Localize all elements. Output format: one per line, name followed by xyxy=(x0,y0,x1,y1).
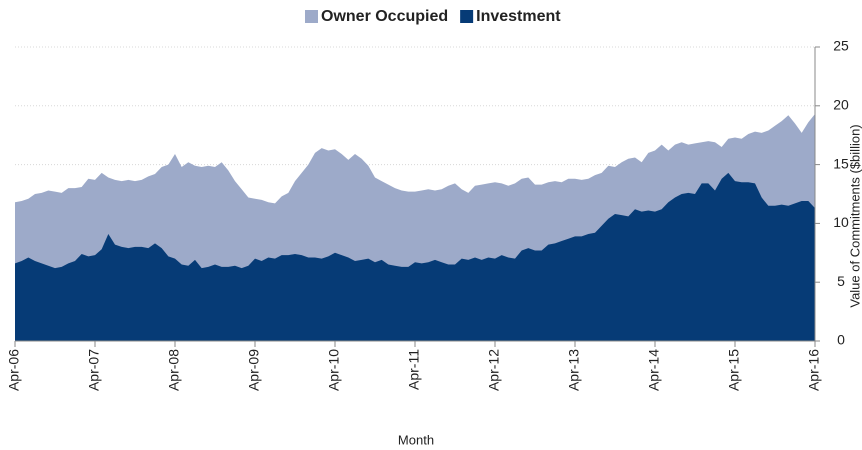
x-tick-label: Apr-11 xyxy=(406,349,422,390)
x-axis-label: Month xyxy=(398,432,434,447)
y-tick-label: 5 xyxy=(837,273,845,289)
x-tick-label: Apr-06 xyxy=(6,349,22,391)
legend-swatch xyxy=(305,10,318,23)
x-tick-label: Apr-13 xyxy=(566,349,582,391)
x-tick-label: Apr-09 xyxy=(246,349,262,391)
x-tick-label: Apr-07 xyxy=(86,349,102,391)
x-tick-label: Apr-10 xyxy=(326,349,342,391)
y-axis-label: Value of Commitments ($billion) xyxy=(847,124,862,307)
y-tick-label: 25 xyxy=(833,38,849,54)
legend-label: Investment xyxy=(476,8,561,25)
y-tick-label: 0 xyxy=(837,332,845,348)
x-tick-label: Apr-14 xyxy=(646,349,662,391)
y-tick-label: 20 xyxy=(833,97,849,113)
legend-label: Owner Occupied xyxy=(321,8,448,25)
legend-swatch xyxy=(460,10,474,23)
area xyxy=(15,172,815,341)
x-tick-label: Apr-12 xyxy=(486,349,502,391)
y-tick-label: 15 xyxy=(833,155,849,171)
y-tick-label: 10 xyxy=(833,214,849,230)
x-tick-label: Apr-15 xyxy=(726,349,742,391)
x-tick-label: Apr-16 xyxy=(806,349,822,391)
x-tick-label: Apr-08 xyxy=(166,349,182,391)
